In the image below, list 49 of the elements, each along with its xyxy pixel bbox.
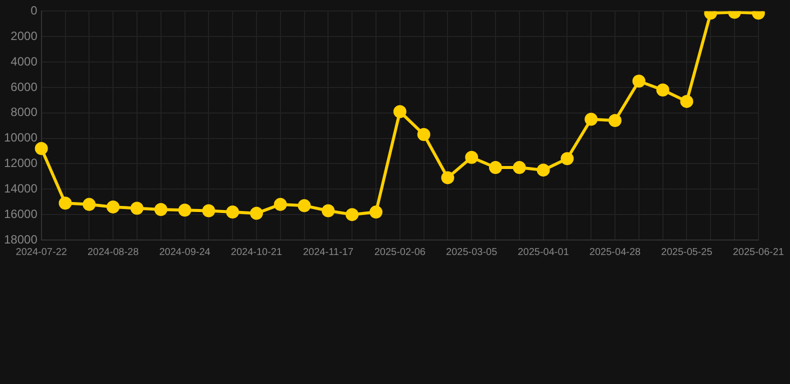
- point: [536, 164, 550, 177]
- point: [58, 196, 72, 210]
- point: [82, 198, 96, 211]
- point: [656, 84, 670, 97]
- point: [489, 161, 502, 174]
- x-tick-label: 2025-02-06: [374, 246, 426, 258]
- y-tick-label: 10000: [4, 130, 38, 145]
- point: [584, 112, 598, 126]
- point: [130, 202, 144, 215]
- point: [178, 204, 192, 217]
- point: [393, 105, 406, 118]
- x-tick-label: 2025-04-01: [518, 246, 570, 258]
- y-tick-label: 14000: [4, 181, 38, 196]
- point: [608, 114, 622, 128]
- point: [250, 206, 263, 220]
- x-tick-label: 2024-11-17: [302, 246, 354, 258]
- y-tick-label: 2000: [10, 28, 38, 43]
- point: [417, 128, 430, 141]
- point: [106, 200, 120, 214]
- y-tick-label: 16000: [4, 206, 38, 221]
- point: [465, 150, 478, 164]
- point: [441, 171, 454, 184]
- y-tick-label: 0: [30, 4, 38, 18]
- point: [680, 94, 694, 108]
- y-tick-label: 12000: [4, 156, 38, 170]
- point: [346, 208, 359, 222]
- point: [512, 161, 526, 174]
- point: [322, 204, 335, 218]
- x-tick-label: 2024-09-24: [159, 246, 211, 258]
- point: [154, 202, 168, 216]
- y-tick-label: 8000: [10, 105, 38, 120]
- point: [369, 206, 382, 219]
- x-tick-label: 2025-05-25: [661, 246, 713, 258]
- x-tick-label: 2024-07-22: [16, 246, 68, 258]
- point: [226, 206, 240, 219]
- x-tick-label: 2024-10-21: [230, 246, 282, 258]
- x-tick-label: 2025-03-05: [446, 246, 498, 258]
- point: [560, 152, 574, 166]
- point: [34, 142, 48, 155]
- x-tick-label: 2024-08-28: [87, 246, 140, 258]
- x-tick-label: 2025-06-21: [732, 246, 784, 258]
- y-tick-label: 4000: [10, 54, 38, 68]
- y-tick-label: 18000: [4, 232, 38, 246]
- point: [632, 74, 646, 88]
- point: [202, 204, 216, 218]
- point: [274, 198, 287, 211]
- point: [298, 199, 311, 212]
- x-tick-label: 2025-04-28: [589, 246, 642, 258]
- y-tick-label: 6000: [10, 80, 38, 94]
